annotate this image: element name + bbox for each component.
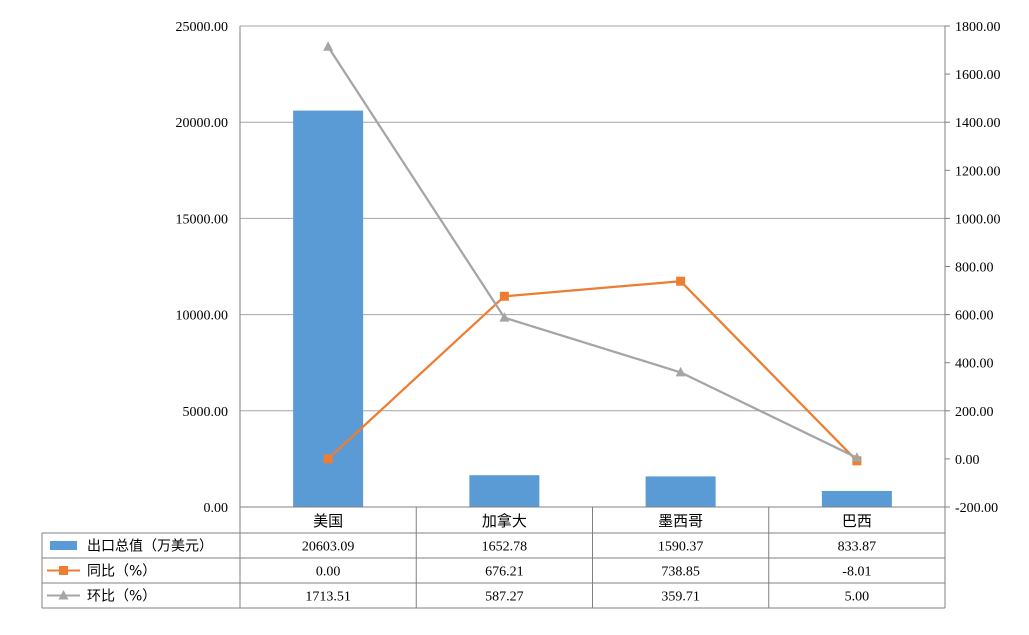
left-tick-label: 25000.00 (176, 20, 229, 35)
bar (469, 475, 540, 507)
left-tick-label: 15000.00 (176, 212, 229, 227)
data-label: 833.87 (838, 540, 877, 555)
category-label: 加拿大 (482, 512, 527, 530)
data-label: 359.71 (661, 590, 700, 605)
left-tick-label: 20000.00 (176, 116, 229, 131)
yoy-marker (323, 454, 333, 464)
bar-series (293, 110, 892, 507)
mom-marker (675, 366, 686, 377)
data-label: 676.21 (485, 565, 524, 580)
legend-key-marker (59, 566, 68, 575)
mom-marker (851, 452, 862, 462)
series-name: 出口总值（万美元） (87, 539, 213, 555)
data-label: 587.27 (485, 590, 524, 605)
data-label: -8.01 (842, 565, 871, 580)
bar (293, 110, 364, 507)
series-name: 环比（%） (87, 589, 156, 605)
right-tick-label: 1000.00 (955, 212, 1001, 227)
right-tick-label: 0.00 (955, 453, 980, 468)
left-tick-label: 10000.00 (176, 309, 229, 324)
right-tick-label: 400.00 (955, 357, 994, 372)
left-tick-label: 5000.00 (183, 405, 229, 420)
line-series (323, 41, 862, 466)
right-tick-label: 200.00 (955, 405, 994, 420)
category-label: 墨西哥 (658, 512, 703, 530)
left-tick-label: 0.00 (204, 501, 229, 516)
data-label: 1713.51 (305, 590, 351, 605)
legend-key-marker (58, 590, 69, 600)
right-tick-label: -200.00 (955, 501, 998, 516)
right-y-axis: -200.00 0.00 200.00 400.00 600.00 800.00 1000.… (944, 20, 1001, 516)
series-name: 同比（%） (87, 564, 156, 580)
right-tick-label: 1800.00 (955, 20, 1001, 35)
right-tick-label: 1600.00 (955, 68, 1001, 83)
mom-marker (323, 41, 334, 51)
bar (645, 476, 716, 507)
data-label: 20603.09 (302, 540, 355, 555)
category-label: 美国 (313, 512, 343, 530)
yoy-marker (499, 291, 509, 301)
data-label: 1652.78 (482, 540, 528, 555)
right-tick-label: 1400.00 (955, 116, 1001, 131)
data-label: 1590.37 (658, 540, 704, 555)
bar (821, 490, 892, 507)
right-tick-label: 600.00 (955, 309, 994, 324)
right-tick-label: 800.00 (955, 261, 994, 276)
mom-line (327, 46, 858, 459)
yoy-marker (676, 276, 686, 286)
mom-marker (499, 312, 510, 322)
yoy-line (327, 280, 858, 462)
left-y-axis: 0.00 5000.00 10000.00 15000.00 20000.00 25000… (176, 20, 241, 516)
data-label: 738.85 (661, 565, 700, 580)
data-label: 5.00 (845, 590, 870, 605)
right-tick-label: 1200.00 (955, 164, 1001, 179)
category-label: 巴西 (842, 512, 872, 530)
legend-key-bar (50, 541, 77, 550)
data-label: 0.00 (316, 565, 341, 580)
